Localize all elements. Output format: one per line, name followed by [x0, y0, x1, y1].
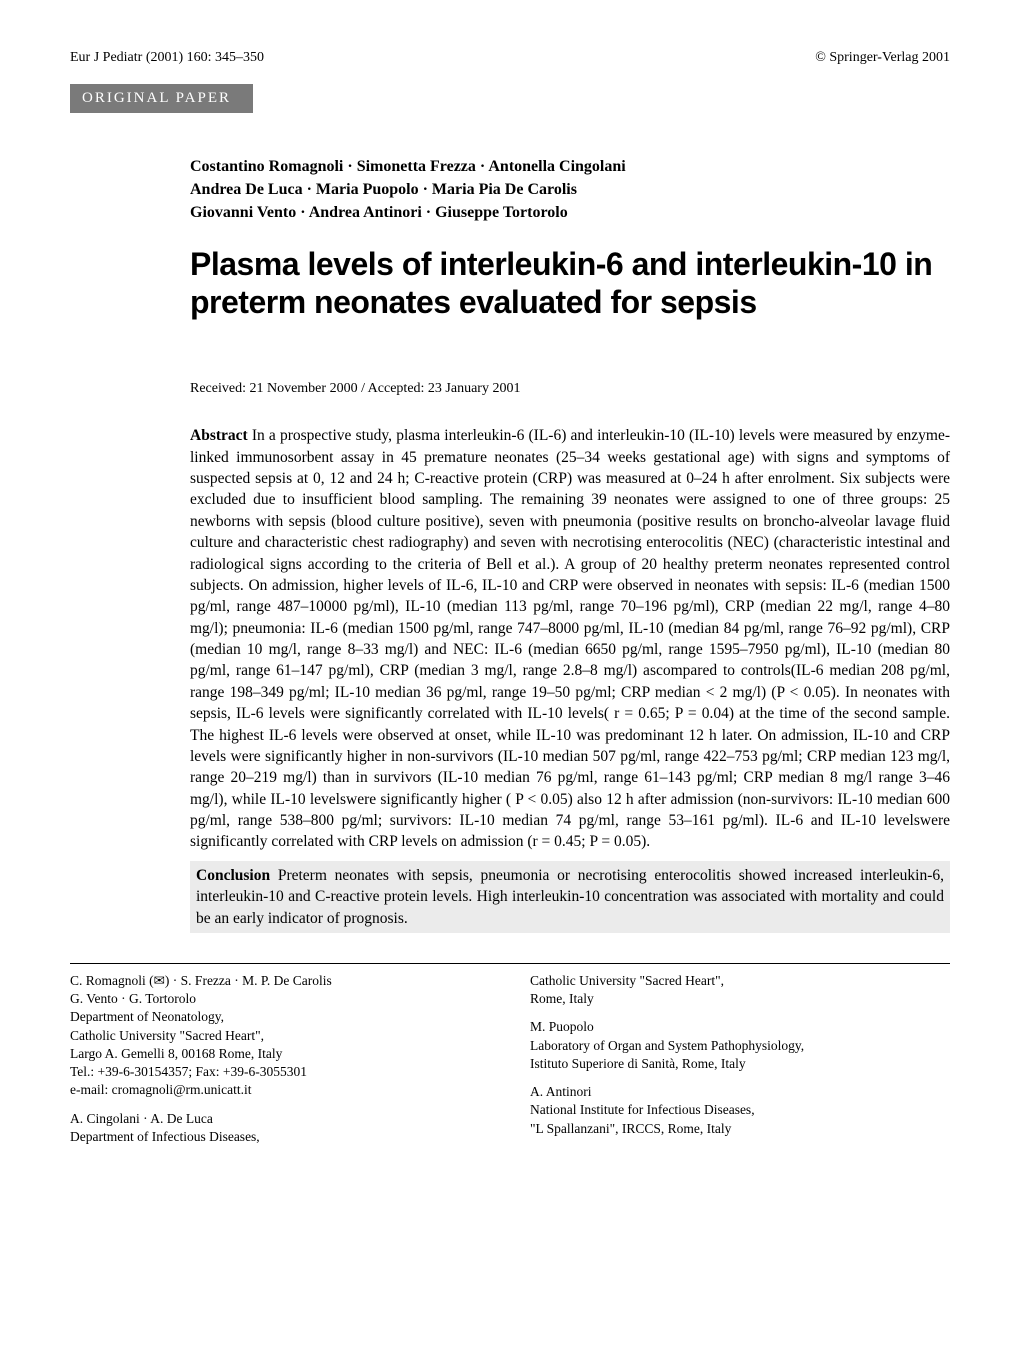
- footer: C. Romagnoli (✉) · S. Frezza · M. P. De …: [70, 963, 950, 1156]
- author-line: Andrea De Luca · Maria Puopolo · Maria P…: [190, 178, 950, 201]
- footer-block: Catholic University "Sacred Heart",Rome,…: [530, 972, 950, 1008]
- article-title: Plasma levels of interleukin-6 and inter…: [190, 245, 950, 322]
- footer-line: A. Antinori: [530, 1083, 950, 1101]
- footer-line: Department of Neonatology,: [70, 1008, 490, 1026]
- section-badge: ORIGINAL PAPER: [70, 84, 253, 113]
- received-accepted: Received: 21 November 2000 / Accepted: 2…: [190, 381, 950, 397]
- footer-right-col: Catholic University "Sacred Heart",Rome,…: [530, 972, 950, 1156]
- footer-line: Istituto Superiore di Sanità, Rome, Ital…: [530, 1055, 950, 1073]
- conclusion-lead: Conclusion: [196, 867, 270, 884]
- abstract-body: In a prospective study, plasma interleuk…: [190, 427, 950, 850]
- footer-line: Department of Infectious Diseases,: [70, 1128, 490, 1146]
- footer-line: Rome, Italy: [530, 990, 950, 1008]
- footer-block: A. Cingolani · A. De LucaDepartment of I…: [70, 1110, 490, 1146]
- conclusion: Conclusion Preterm neonates with sepsis,…: [190, 861, 950, 933]
- footer-block: A. AntinoriNational Institute for Infect…: [530, 1083, 950, 1138]
- footer-block: M. PuopoloLaboratory of Organ and System…: [530, 1018, 950, 1073]
- header-line: Eur J Pediatr (2001) 160: 345–350 © Spri…: [70, 50, 950, 66]
- footer-line: C. Romagnoli (✉) · S. Frezza · M. P. De …: [70, 972, 490, 990]
- journal-ref: Eur J Pediatr (2001) 160: 345–350: [70, 50, 264, 66]
- footer-line: Laboratory of Organ and System Pathophys…: [530, 1037, 950, 1055]
- footer-line: M. Puopolo: [530, 1018, 950, 1036]
- abstract-lead: Abstract: [190, 427, 248, 444]
- footer-line: National Institute for Infectious Diseas…: [530, 1101, 950, 1119]
- footer-line: e-mail: cromagnoli@rm.unicatt.it: [70, 1081, 490, 1099]
- copyright: © Springer-Verlag 2001: [815, 50, 950, 66]
- authors: Costantino Romagnoli · Simonetta Frezza …: [190, 155, 950, 225]
- footer-line: Largo A. Gemelli 8, 00168 Rome, Italy: [70, 1045, 490, 1063]
- footer-line: "L Spallanzani", IRCCS, Rome, Italy: [530, 1120, 950, 1138]
- abstract: Abstract In a prospective study, plasma …: [190, 425, 950, 853]
- author-line: Costantino Romagnoli · Simonetta Frezza …: [190, 155, 950, 178]
- footer-block: C. Romagnoli (✉) · S. Frezza · M. P. De …: [70, 972, 490, 1100]
- footer-left-col: C. Romagnoli (✉) · S. Frezza · M. P. De …: [70, 972, 490, 1156]
- conclusion-body: Preterm neonates with sepsis, pneumonia …: [196, 867, 944, 927]
- footer-line: Catholic University "Sacred Heart",: [70, 1027, 490, 1045]
- author-line: Giovanni Vento · Andrea Antinori · Giuse…: [190, 201, 950, 224]
- footer-line: G. Vento · G. Tortorolo: [70, 990, 490, 1008]
- footer-line: Catholic University "Sacred Heart",: [530, 972, 950, 990]
- footer-line: A. Cingolani · A. De Luca: [70, 1110, 490, 1128]
- footer-line: Tel.: +39-6-30154357; Fax: +39-6-3055301: [70, 1063, 490, 1081]
